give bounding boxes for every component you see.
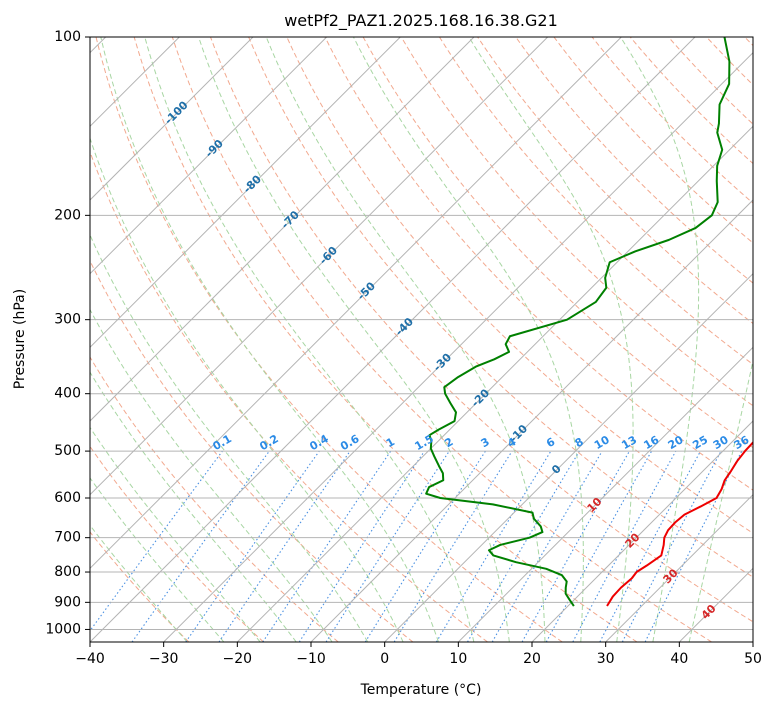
mixing-ratio-line [262, 450, 392, 642]
y-tick-label: 700 [54, 530, 81, 546]
x-tick-label: −40 [75, 651, 105, 667]
moist-adiabats [90, 37, 753, 642]
isotherm-line [90, 37, 622, 570]
dewpoint-profile-line [425, 37, 731, 607]
dry-adiabat-line [95, 37, 563, 642]
mixing-ratio-line [521, 450, 630, 642]
x-tick-label: 50 [744, 651, 762, 667]
y-tick-label: 100 [54, 29, 81, 45]
isotherm-line [531, 420, 753, 642]
mixing-ratio-line [545, 450, 653, 642]
moist-adiabat-line [688, 358, 753, 642]
moist-adiabat-line [353, 37, 584, 642]
mixing-ratio-line [218, 450, 351, 642]
isotherm-line [90, 37, 401, 349]
isotherm-line [90, 37, 254, 201]
moist-adiabat-line [100, 37, 439, 642]
y-axis-label: Pressure (hPa) [12, 289, 28, 389]
x-tick-label: −10 [296, 651, 326, 667]
dry-adiabat-line [324, 37, 753, 491]
y-tick-label: 300 [54, 312, 81, 328]
dry-adiabat-line [210, 37, 753, 623]
isotherm-line [90, 37, 328, 275]
mixing-ratio-line [131, 450, 270, 642]
mixing-ratio-line [393, 450, 513, 642]
mixing-ratio-line [325, 450, 450, 642]
isotherm-line [163, 51, 753, 642]
x-tick-label: 10 [449, 651, 467, 667]
dry-adiabat-line [171, 37, 712, 642]
y-tick-label: 600 [54, 490, 81, 506]
isotherm-line [384, 272, 753, 642]
x-tick-label: 40 [670, 651, 688, 667]
moist-adiabat-line [90, 308, 333, 642]
dry-adiabat-line [515, 37, 753, 284]
dry-adiabat-line [400, 37, 753, 407]
x-tick-label: 0 [380, 651, 389, 667]
x-axis-ticks: −40 −30 −20 −10 0 10 20 30 40 50 [75, 642, 762, 667]
y-axis-ticks: 100 200 300 400 500 600 700 800 900 1000 [45, 29, 90, 637]
y-tick-label: 800 [54, 564, 81, 580]
y-tick-label: 900 [54, 594, 81, 610]
x-tick-label: 20 [523, 651, 541, 667]
isotherm-line [90, 37, 475, 422]
dry-adiabats [90, 37, 753, 642]
moist-adiabat-line [620, 37, 700, 642]
x-tick-label: 30 [597, 651, 615, 667]
dry-adiabat-line [90, 445, 264, 642]
isotherm-line [90, 37, 696, 642]
y-tick-label: 400 [54, 386, 81, 402]
mixing-ratio-line [298, 450, 425, 642]
sounding-profiles [425, 37, 753, 607]
temperature-profile-line [606, 441, 753, 607]
isotherms [90, 37, 753, 642]
plot-frame [89, 36, 754, 643]
isotherm-line [90, 37, 549, 496]
x-axis-label: Temperature (°C) [360, 682, 482, 698]
dry-adiabat-line [90, 356, 339, 642]
dry-adiabat-line [439, 37, 753, 366]
moist-adiabat-line [90, 233, 369, 642]
pressure-gridlines [90, 37, 753, 630]
isotherm-line [236, 125, 753, 642]
isotherm-line [457, 346, 753, 642]
mixing-ratio-line [185, 450, 320, 642]
mixing-ratio-line [90, 450, 223, 632]
dry-adiabat-line [133, 37, 638, 642]
y-tick-label: 1000 [45, 621, 81, 637]
dry-adiabat-line [90, 150, 488, 642]
dry-adiabat-line [90, 531, 190, 642]
x-tick-label: −30 [149, 651, 179, 667]
x-tick-label: −20 [223, 651, 253, 667]
chart-title: wetPf2_PAZ1.2025.168.16.38.G21 [284, 11, 558, 31]
mixing-ratio-labels: 0.1 0.2 0.4 0.6 1 1.5 2 3 4 6 8 10 13 16 20 25 30 36 [210, 432, 751, 453]
moist-adiabat-line [90, 426, 261, 642]
isotherm-line [605, 493, 753, 642]
moist-adiabat-line [198, 37, 510, 642]
moist-adiabat-line [90, 136, 404, 642]
moist-adiabat-line [265, 37, 546, 642]
mixing-ratio-line [572, 450, 677, 642]
y-tick-label: 500 [54, 443, 81, 459]
dry-adiabat-line [248, 37, 753, 578]
moist-adiabat-line [144, 37, 475, 642]
moist-adiabat-line [90, 477, 225, 642]
isotherm-line [310, 199, 753, 642]
y-tick-label: 200 [54, 207, 81, 223]
